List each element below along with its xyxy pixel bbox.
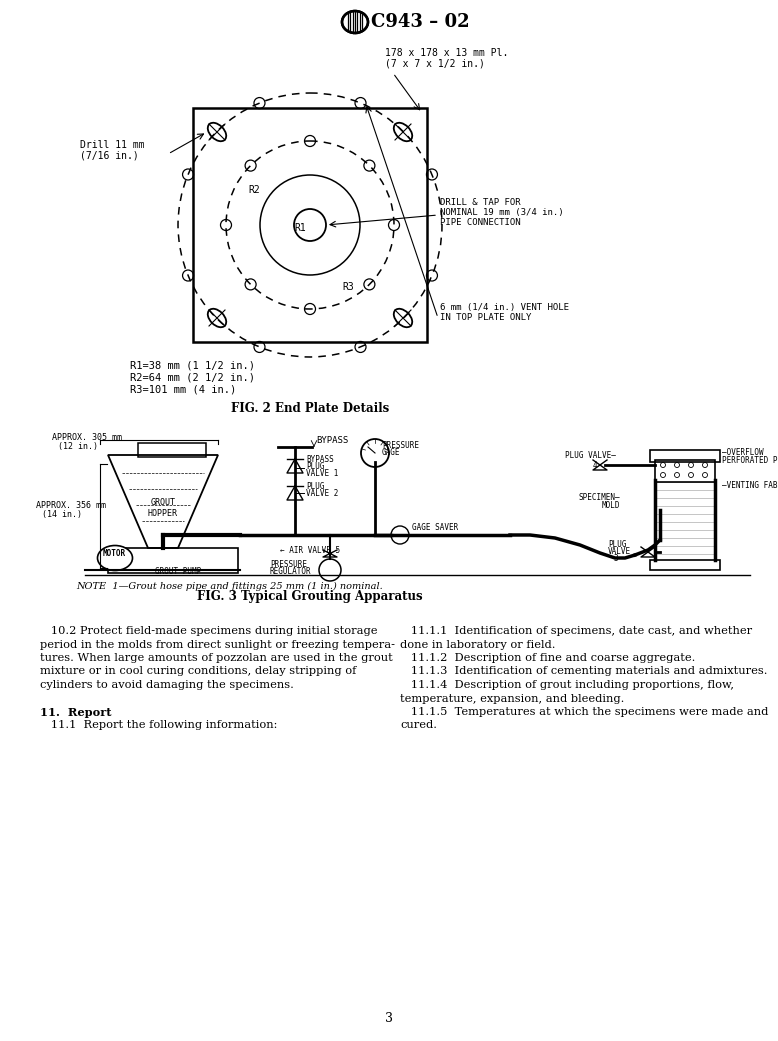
Text: VALVE 2: VALVE 2 <box>306 489 338 498</box>
Text: 11.1.4  Description of grout including proportions, flow,: 11.1.4 Description of grout including pr… <box>400 680 734 690</box>
Text: R2=64 mm (2 1/2 in.): R2=64 mm (2 1/2 in.) <box>130 372 255 382</box>
Text: 3: 3 <box>614 554 619 563</box>
Text: cured.: cured. <box>400 720 437 731</box>
Text: NOTE  1—Grout hose pipe and fittings 25 mm (1 in.) nominal.: NOTE 1—Grout hose pipe and fittings 25 m… <box>76 582 384 591</box>
Text: 11.1.5  Temperatures at which the specimens were made and: 11.1.5 Temperatures at which the specime… <box>400 707 769 717</box>
Text: R3=101 mm (4 in.): R3=101 mm (4 in.) <box>130 384 237 393</box>
Text: period in the molds from direct sunlight or freezing tempera-: period in the molds from direct sunlight… <box>40 639 395 650</box>
Bar <box>655 460 715 482</box>
Text: APPROX. 305 mm: APPROX. 305 mm <box>52 433 122 442</box>
Text: 11.1.2  Description of fine and coarse aggregate.: 11.1.2 Description of fine and coarse ag… <box>400 653 696 663</box>
Text: NOMINAL 19 mm (3/4 in.): NOMINAL 19 mm (3/4 in.) <box>440 208 563 217</box>
Text: 10.2 Protect field-made specimens during initial storage: 10.2 Protect field-made specimens during… <box>40 626 377 636</box>
Text: mixture or in cool curing conditions, delay stripping of: mixture or in cool curing conditions, de… <box>40 666 356 677</box>
Text: FIG. 2 End Plate Details: FIG. 2 End Plate Details <box>231 402 389 415</box>
Text: 11.  Report: 11. Report <box>40 707 111 718</box>
Ellipse shape <box>97 545 132 570</box>
Text: —OVERFLOW: —OVERFLOW <box>722 448 764 457</box>
Text: PLUG VALVE—: PLUG VALVE— <box>565 451 616 460</box>
Text: PLUG: PLUG <box>306 482 324 491</box>
Text: temperature, expansion, and bleeding.: temperature, expansion, and bleeding. <box>400 693 625 704</box>
Bar <box>650 450 720 462</box>
Text: BYPASS: BYPASS <box>316 436 349 445</box>
Text: Drill 11 mm: Drill 11 mm <box>80 139 145 150</box>
Text: 4: 4 <box>593 461 598 469</box>
Text: done in laboratory or field.: done in laboratory or field. <box>400 639 555 650</box>
Text: APPROX. 356 mm: APPROX. 356 mm <box>36 501 106 510</box>
Text: GROUT PUMP: GROUT PUMP <box>155 567 202 576</box>
Bar <box>650 560 720 570</box>
Text: REGULATOR: REGULATOR <box>270 567 312 576</box>
Text: 11.1.3  Identification of cementing materials and admixtures.: 11.1.3 Identification of cementing mater… <box>400 666 768 677</box>
Text: R1=38 mm (1 1/2 in.): R1=38 mm (1 1/2 in.) <box>130 360 255 370</box>
Text: —VENTING FABRIC: —VENTING FABRIC <box>722 481 778 490</box>
Text: R2: R2 <box>248 185 260 195</box>
Text: VALVE 1: VALVE 1 <box>306 469 338 478</box>
Text: PRESSURE: PRESSURE <box>270 560 307 569</box>
Bar <box>193 108 427 342</box>
Text: MOTOR: MOTOR <box>103 549 126 558</box>
Text: PRESSURE: PRESSURE <box>382 441 419 450</box>
Text: PLUG: PLUG <box>306 462 324 471</box>
Text: VALVE: VALVE <box>608 547 631 556</box>
Text: R3: R3 <box>342 282 354 291</box>
Bar <box>108 548 238 573</box>
Text: GAGE: GAGE <box>382 448 401 457</box>
Ellipse shape <box>342 11 368 33</box>
Text: ← AIR VALVE 5: ← AIR VALVE 5 <box>280 545 340 555</box>
Text: SPECIMEN—: SPECIMEN— <box>578 493 620 502</box>
Text: 11.1  Report the following information:: 11.1 Report the following information: <box>40 720 278 731</box>
Text: 11.1.1  Identification of specimens, date cast, and whether: 11.1.1 Identification of specimens, date… <box>400 626 752 636</box>
Text: BYPASS: BYPASS <box>306 455 334 464</box>
Text: DRILL & TAP FOR: DRILL & TAP FOR <box>440 198 520 207</box>
Text: 3: 3 <box>385 1012 393 1025</box>
Text: FIG. 3 Typical Grouting Apparatus: FIG. 3 Typical Grouting Apparatus <box>197 590 422 603</box>
Text: cylinders to avoid damaging the specimens.: cylinders to avoid damaging the specimen… <box>40 680 294 690</box>
Text: R1: R1 <box>294 223 306 233</box>
Text: GAGE SAVER: GAGE SAVER <box>412 523 458 532</box>
Text: (14 in.): (14 in.) <box>42 510 82 519</box>
Text: PIPE CONNECTION: PIPE CONNECTION <box>440 218 520 227</box>
Text: PLUG: PLUG <box>608 540 626 549</box>
Text: (7/16 in.): (7/16 in.) <box>80 150 138 160</box>
Text: PERFORATED PLATE: PERFORATED PLATE <box>722 456 778 465</box>
Text: GROUT
HOPPER: GROUT HOPPER <box>148 498 178 518</box>
Text: 6 mm (1/4 in.) VENT HOLE: 6 mm (1/4 in.) VENT HOLE <box>440 303 569 312</box>
Text: (7 x 7 x 1/2 in.): (7 x 7 x 1/2 in.) <box>385 58 485 68</box>
Text: C943 – 02: C943 – 02 <box>371 12 470 31</box>
Text: (12 in.): (12 in.) <box>58 442 98 451</box>
Text: IN TOP PLATE ONLY: IN TOP PLATE ONLY <box>440 313 531 322</box>
Text: 178 x 178 x 13 mm Pl.: 178 x 178 x 13 mm Pl. <box>385 48 508 58</box>
Bar <box>138 443 206 457</box>
Text: MOLD: MOLD <box>601 501 620 510</box>
Text: tures. When large amounts of pozzolan are used in the grout: tures. When large amounts of pozzolan ar… <box>40 653 393 663</box>
